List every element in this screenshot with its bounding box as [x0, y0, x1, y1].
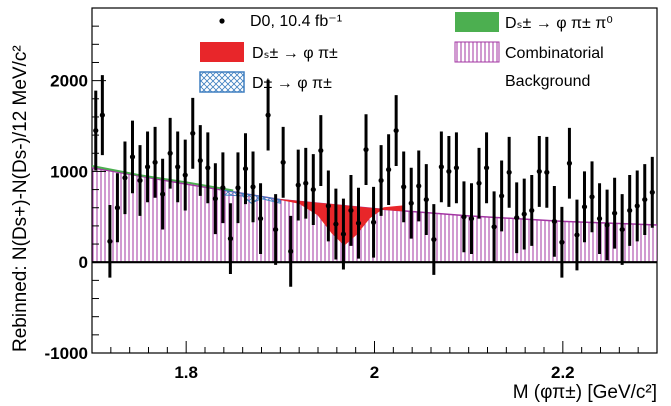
y-tick-label: 1000: [50, 162, 88, 181]
data-point: [235, 185, 241, 191]
data-point: [175, 164, 181, 170]
data-point: [212, 196, 218, 202]
data-point: [612, 210, 618, 216]
x-tick-label: 2: [370, 363, 379, 382]
data-point: [295, 182, 301, 188]
data-point: [182, 172, 188, 178]
data-point: [137, 177, 143, 184]
data-point: [288, 248, 294, 254]
data-point: [476, 180, 482, 186]
legend-label-background: Background: [505, 73, 590, 90]
data-point: [280, 159, 286, 165]
data-point: [551, 218, 557, 224]
data-point: [461, 214, 467, 220]
y-tick-label: 0: [79, 253, 88, 272]
data-point: [604, 222, 610, 228]
data-point: [559, 239, 565, 245]
data-point: [491, 224, 497, 230]
data-point: [574, 232, 580, 238]
data-point: [303, 180, 309, 186]
data-point: [355, 220, 362, 226]
data-point: [348, 207, 354, 214]
data-point: [370, 219, 377, 225]
data-point: [386, 167, 392, 173]
data-point: [634, 203, 640, 209]
data-point: [363, 147, 369, 153]
data-point: [333, 221, 339, 227]
data-point: [197, 157, 203, 164]
legend-label-d-phipi: D± → φ π±: [252, 75, 332, 92]
data-point: [273, 226, 279, 233]
legend-swatch-ds-phipi: [200, 42, 244, 62]
data-point: [257, 216, 264, 222]
data-point: [649, 189, 655, 195]
data-point: [99, 112, 105, 118]
data-point: [431, 236, 437, 243]
data-point: [453, 165, 460, 171]
x-tick-label: 1.8: [174, 363, 198, 382]
data-point: [190, 130, 196, 136]
legend-label-ds-phipipi0: Dₛ± → φ π± π⁰: [505, 15, 613, 32]
x-axis-title: M (φπ±) [GeV/c²]: [513, 382, 657, 403]
data-point: [446, 168, 452, 175]
data-point: [506, 169, 512, 175]
data-point: [167, 150, 173, 156]
y-tick-label: 2000: [50, 72, 88, 91]
data-point: [423, 196, 429, 203]
data-point: [619, 226, 625, 233]
legend-label-combinatorial: Combinatorial: [505, 45, 604, 62]
y-tick-label: -1000: [45, 344, 88, 363]
data-point: [401, 184, 407, 190]
data-point: [325, 203, 331, 209]
data-point: [589, 194, 595, 200]
data-point: [536, 168, 542, 175]
data-point: [310, 186, 316, 193]
data-point: [529, 207, 535, 214]
legend-swatch-d-phipi: [199, 71, 245, 93]
data-point: [152, 159, 158, 165]
data-point: [144, 164, 151, 170]
y-axis-title: Rebinned: N(Ds+)-N(Ds-)/12 MeV/c²: [10, 45, 31, 352]
legend-marker-data: [219, 18, 225, 24]
data-point: [265, 112, 271, 118]
data-point: [340, 231, 347, 237]
data-point: [205, 165, 211, 171]
data-point: [544, 169, 550, 175]
legend-label-data: D0, 10.4 fb⁻¹: [250, 13, 342, 30]
data-point: [642, 196, 648, 203]
x-tick-label: 2.2: [551, 363, 575, 382]
data-point: [250, 184, 256, 190]
data-point: [93, 127, 99, 134]
data-point: [220, 185, 226, 191]
data-point: [468, 216, 475, 222]
data-point: [114, 205, 121, 211]
data-point: [416, 183, 422, 189]
legend: D0, 10.4 fb⁻¹ Dₛ± → φ π± D± → φ π± Dₛ± →…: [199, 12, 613, 93]
data-point: [408, 200, 414, 206]
data-point: [378, 177, 384, 184]
data-point: [227, 236, 234, 242]
data-point: [393, 127, 399, 134]
data-point: [160, 191, 166, 197]
data-point: [596, 216, 603, 222]
data-point: [318, 147, 324, 154]
data-point: [483, 165, 490, 171]
legend-label-ds-phipi: Dₛ± → φ π±: [252, 45, 338, 62]
data-point: [581, 204, 588, 210]
data-point: [627, 207, 633, 214]
data-point: [438, 164, 444, 170]
data-point: [129, 154, 136, 160]
data-point: [521, 211, 527, 217]
legend-swatch-combinatorial: [454, 41, 500, 63]
data-point: [242, 166, 249, 172]
data-point: [566, 160, 573, 166]
data-point: [107, 238, 113, 244]
data-point: [499, 193, 505, 199]
data-point: [514, 215, 520, 221]
legend-swatch-ds-phipipi0: [455, 12, 499, 32]
data-point: [122, 175, 128, 181]
